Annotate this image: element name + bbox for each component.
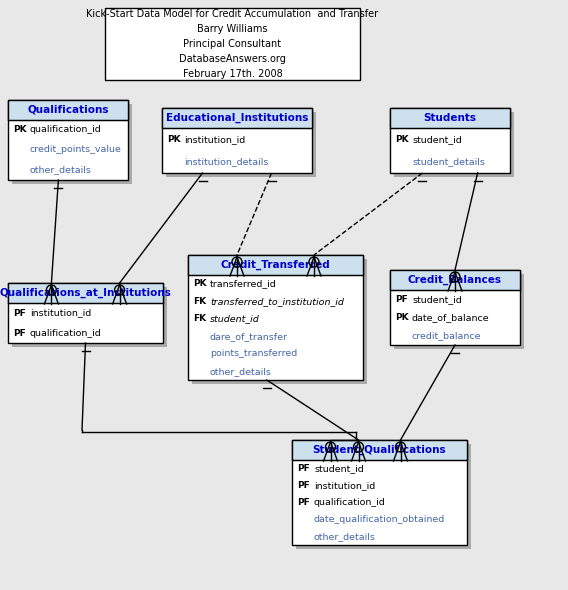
Text: Students: Students xyxy=(424,113,477,123)
Text: Credit_Balances: Credit_Balances xyxy=(408,275,502,285)
Bar xyxy=(390,108,510,128)
Text: student_id: student_id xyxy=(412,294,462,304)
Text: qualification_id: qualification_id xyxy=(314,498,386,507)
Text: PK: PK xyxy=(395,313,408,322)
Text: qualification_id: qualification_id xyxy=(30,329,102,337)
Bar xyxy=(8,283,163,303)
Text: PK: PK xyxy=(167,135,181,144)
Text: institution_id: institution_id xyxy=(30,309,91,317)
Text: date_of_balance: date_of_balance xyxy=(412,313,490,322)
Bar xyxy=(292,440,467,460)
Text: PF: PF xyxy=(297,464,310,473)
Text: qualification_id: qualification_id xyxy=(30,126,102,135)
Text: PK: PK xyxy=(395,135,408,144)
Text: Credit_Transferred: Credit_Transferred xyxy=(220,260,331,270)
Bar xyxy=(390,108,510,128)
Text: PK: PK xyxy=(193,279,207,289)
Bar xyxy=(390,270,520,290)
Text: dare_of_transfer: dare_of_transfer xyxy=(210,332,288,341)
Text: PF: PF xyxy=(13,309,26,317)
Text: institution_id: institution_id xyxy=(184,135,245,144)
Bar xyxy=(12,104,132,184)
Text: points_transferred: points_transferred xyxy=(210,349,297,358)
Text: student_details: student_details xyxy=(412,158,485,166)
Bar xyxy=(192,259,367,384)
Text: PF: PF xyxy=(395,294,408,304)
Bar xyxy=(390,270,520,345)
Bar xyxy=(188,255,363,380)
Text: transferred_to_institution_id: transferred_to_institution_id xyxy=(210,297,344,306)
Bar xyxy=(12,287,167,347)
Bar xyxy=(8,100,128,120)
Bar xyxy=(188,255,363,275)
Bar xyxy=(162,108,312,128)
Bar xyxy=(162,108,312,173)
Bar xyxy=(390,270,520,290)
Text: PF: PF xyxy=(297,498,310,507)
Text: PK: PK xyxy=(13,126,27,135)
Bar xyxy=(390,108,510,173)
Text: other_details: other_details xyxy=(314,532,376,541)
Text: Educational_Institutions: Educational_Institutions xyxy=(166,113,308,123)
Text: Qualifications: Qualifications xyxy=(27,105,108,115)
Text: Student_Qualifications: Student_Qualifications xyxy=(313,445,446,455)
Bar xyxy=(394,274,524,349)
Text: student_id: student_id xyxy=(314,464,364,473)
Text: other_details: other_details xyxy=(30,166,92,175)
Text: FK: FK xyxy=(193,314,206,323)
Bar xyxy=(292,440,467,460)
Bar xyxy=(8,100,128,120)
Bar xyxy=(105,8,360,80)
Text: FK: FK xyxy=(193,297,206,306)
Text: institution_details: institution_details xyxy=(184,158,268,166)
Text: date_qualification_obtained: date_qualification_obtained xyxy=(314,515,445,524)
Bar xyxy=(292,440,467,545)
Text: PF: PF xyxy=(13,329,26,337)
Text: credit_points_value: credit_points_value xyxy=(30,146,122,155)
Text: Qualifications_at_Institutions: Qualifications_at_Institutions xyxy=(0,288,172,298)
Bar xyxy=(162,108,312,128)
Text: student_id: student_id xyxy=(412,135,462,144)
Bar xyxy=(296,444,471,549)
Bar xyxy=(394,112,514,177)
Bar xyxy=(166,112,316,177)
Bar xyxy=(8,100,128,180)
Bar xyxy=(8,283,163,343)
Bar xyxy=(8,283,163,303)
Text: other_details: other_details xyxy=(210,367,272,376)
Text: student_id: student_id xyxy=(210,314,260,323)
Text: institution_id: institution_id xyxy=(314,481,375,490)
Text: Kick-Start Data Model for Credit Accumulation  and Transfer
Barry Williams
Princ: Kick-Start Data Model for Credit Accumul… xyxy=(86,9,378,78)
Bar xyxy=(188,255,363,275)
Text: transferred_id: transferred_id xyxy=(210,279,277,289)
Text: PF: PF xyxy=(297,481,310,490)
Text: credit_balance: credit_balance xyxy=(412,332,482,340)
